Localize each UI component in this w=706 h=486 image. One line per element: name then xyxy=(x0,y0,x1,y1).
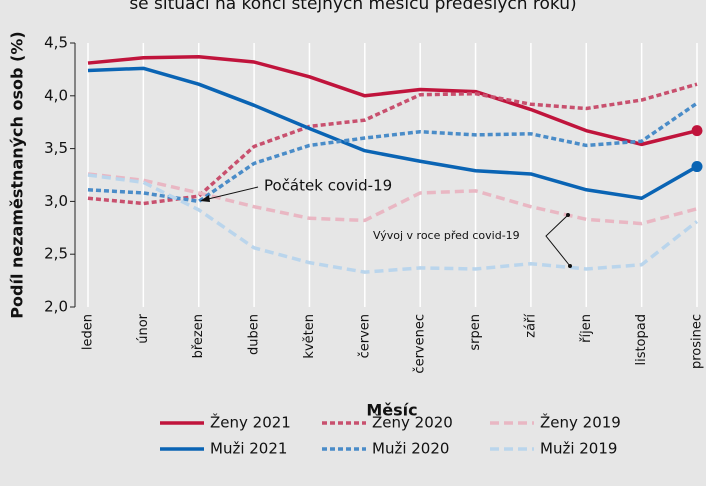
x-tick-label: listopad xyxy=(634,314,649,366)
x-tick-label: říjen xyxy=(579,314,594,343)
x-tick-label: únor xyxy=(136,313,151,343)
lines xyxy=(87,54,703,274)
series-line xyxy=(87,101,698,204)
legend-label: Muži 2021 xyxy=(210,440,287,458)
x-tick-label: červen xyxy=(357,314,372,358)
legend-label: Ženy 2019 xyxy=(540,413,621,432)
y-tick-label: 2,5 xyxy=(44,245,68,263)
annotation-bracket xyxy=(545,214,571,267)
end-dot xyxy=(691,161,703,173)
x-tick-label: červenec xyxy=(413,314,428,374)
chart-subtitle: se situací na konci stejných měsíců před… xyxy=(129,0,576,14)
y-axis-label: Podíl nezaměstnaných osob (%) xyxy=(8,31,27,318)
bracket-dot xyxy=(566,213,570,217)
legend-label: Muži 2019 xyxy=(540,440,617,458)
x-tick-label: leden xyxy=(81,314,96,350)
series-line xyxy=(87,172,698,226)
series-line xyxy=(87,82,698,206)
y-tick-label: 3,0 xyxy=(44,192,68,210)
x-tick-label: duben xyxy=(247,314,262,355)
y-tick-label: 2,0 xyxy=(44,298,68,316)
legend-label: Ženy 2020 xyxy=(372,413,453,432)
x-tick-label: srpen xyxy=(468,314,483,351)
x-tick-label: květen xyxy=(302,314,317,359)
x-tick-label: březen xyxy=(191,314,206,358)
y-tick-label: 3,5 xyxy=(44,139,68,157)
annotation: Vývoj v roce před covid-19 xyxy=(373,229,520,242)
annotation: Počátek covid-19 xyxy=(264,177,392,195)
x-axis-label: Měsíc xyxy=(366,401,417,420)
series-line xyxy=(87,173,699,274)
annotation-arrow xyxy=(203,186,259,201)
y-tick-label: 4,0 xyxy=(44,86,68,104)
series-line xyxy=(87,66,698,200)
legend-label: Ženy 2021 xyxy=(210,413,291,432)
bracket-dot xyxy=(568,264,572,268)
x-tick-label: září xyxy=(523,314,538,338)
y-tick-label: 4,5 xyxy=(44,34,68,52)
end-dot xyxy=(691,125,703,137)
series-line xyxy=(87,54,698,147)
arrow-head xyxy=(200,195,210,202)
legend: Ženy 2021 Ženy 2020 Ženy 2019 Muži 2021 Muži… xyxy=(160,413,621,458)
x-tick-label: prosinec xyxy=(690,314,705,369)
legend-label: Muži 2020 xyxy=(372,440,449,458)
